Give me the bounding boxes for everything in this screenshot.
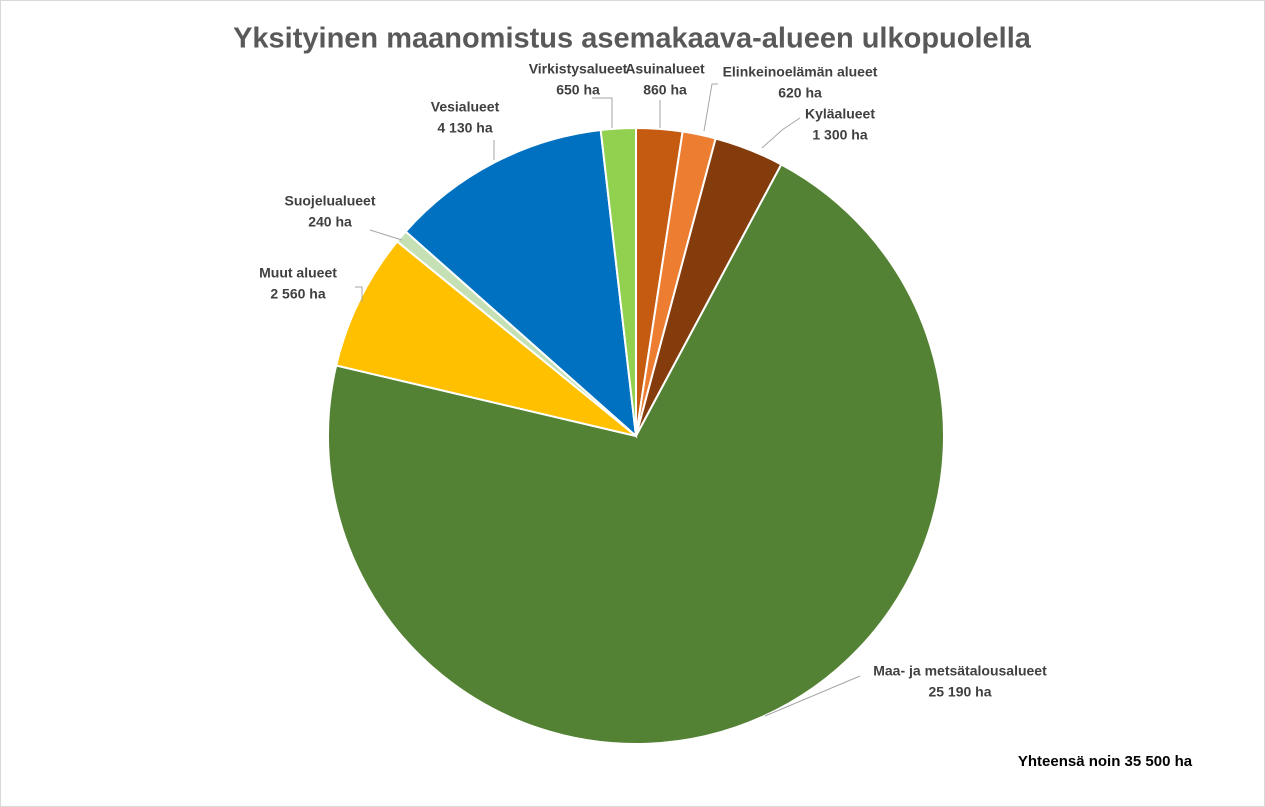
- leader-line: [703, 83, 718, 132]
- slice-label: Vesialueet: [431, 99, 500, 115]
- pie: [327, 126, 945, 745]
- value-label: 25 190 ha: [928, 684, 991, 700]
- pie-slice: [599, 126, 637, 437]
- pie-slice: [334, 240, 637, 437]
- value-label: 2 560 ha: [270, 286, 325, 302]
- value-label: 1 300 ha: [812, 127, 867, 143]
- value-label: 240 ha: [308, 214, 352, 230]
- leader-line: [764, 675, 861, 717]
- slice-label: Maa- ja metsätalousalueet: [873, 663, 1047, 679]
- slice-label: Muut alueet: [259, 265, 337, 281]
- leader-line: [369, 229, 403, 241]
- slice-label: Elinkeinoelämän alueet: [723, 64, 878, 80]
- slice-label: Kyläalueet: [805, 106, 875, 122]
- annotation: Yhteensä noin 35 500 ha: [1018, 753, 1193, 770]
- leader-line: [761, 117, 801, 149]
- slice-label: Virkistysalueet: [529, 61, 628, 77]
- value-label: 860 ha: [643, 82, 687, 98]
- pie-slice: [327, 163, 945, 745]
- labels: Asuinalueet 860 ha Elinkeinoelämän alueet 6…: [259, 61, 1047, 717]
- slice-label: Asuinalueet: [625, 61, 705, 77]
- leader-line: [592, 97, 613, 128]
- value-label: 620 ha: [778, 85, 822, 101]
- leader-line: [355, 286, 363, 302]
- slice-label: Suojelualueet: [284, 193, 375, 209]
- value-label: 650 ha: [556, 82, 600, 98]
- pie-slice: [404, 128, 638, 439]
- chart-title: Yksityinen maanomistus asemakaava-alueen…: [233, 23, 1032, 55]
- value-label: 4 130 ha: [437, 120, 492, 136]
